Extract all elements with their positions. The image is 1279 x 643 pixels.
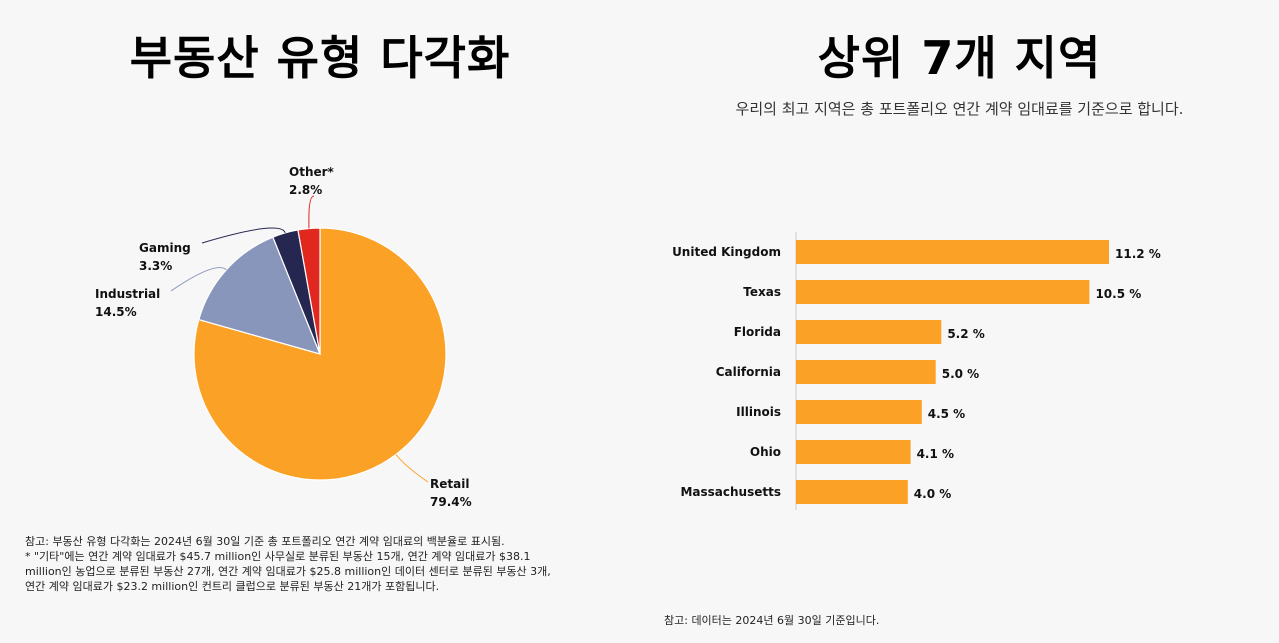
note-line: million인 농업으로 분류된 부동산 27개, 연간 계약 임대료가 $2…	[25, 565, 551, 578]
bar-label-ohio: Ohio	[750, 445, 781, 459]
bar-label-illinois: Illinois	[736, 405, 781, 419]
top-regions-note: 참고: 데이터는 2024년 6월 30일 기준입니다.	[664, 614, 880, 627]
pie-label-gaming: Gaming	[139, 241, 191, 255]
bar-value-massachusetts: 4.0 %	[914, 487, 951, 501]
bar-label-california: California	[716, 365, 781, 379]
bar-value-illinois: 4.5 %	[928, 407, 965, 421]
property-type-panel: 부동산 유형 다각화 Retail 79.4% Industrial 14.5% Gam…	[25, 31, 625, 594]
bar-value-texas: 10.5 %	[1095, 287, 1141, 301]
bar-massachusetts	[796, 480, 908, 504]
bar-label-texas: Texas	[743, 285, 781, 299]
top-regions-bar-chart: United Kingdom 11.2 % Texas 10.5 % Florida 5.…	[672, 232, 1161, 510]
bar-illinois	[796, 400, 922, 424]
pie-label-industrial: Industrial	[95, 287, 160, 301]
bar-united-kingdom	[796, 240, 1109, 264]
pie-value-gaming: 3.3%	[139, 259, 172, 273]
note-line: 연간 계약 임대료가 $23.2 million인 컨트리 클럽으로 분류된 부…	[25, 580, 440, 593]
bar-value-united-kingdom: 11.2 %	[1115, 247, 1161, 261]
pie-value-retail: 79.4%	[430, 495, 472, 509]
note-line: 참고: 부동산 유형 다각화는 2024년 6월 30일 기준 총 포트폴리오 …	[25, 535, 505, 548]
pie-label-retail: Retail	[430, 477, 469, 491]
property-type-title: 부동산 유형 다각화	[129, 31, 511, 85]
top-regions-title: 상위 7개 지역	[817, 31, 1102, 85]
bar-texas	[796, 280, 1090, 304]
pie-value-industrial: 14.5%	[95, 305, 137, 319]
top-regions-panel: 상위 7개 지역 우리의 최고 지역은 총 포트폴리오 연간 계약 임대료를 기…	[640, 0, 1279, 643]
leader-line-gaming	[201, 227, 286, 244]
bar-label-united-kingdom: United Kingdom	[672, 245, 781, 259]
bar-california	[796, 360, 936, 384]
pie-value-other: 2.8%	[289, 183, 322, 197]
property-type-pie-chart: Retail 79.4% Industrial 14.5% Gaming 3.3% Othe…	[95, 165, 472, 509]
note-line: * "기타"에는 연간 계약 임대료가 $45.7 million인 사무실로 …	[25, 550, 531, 563]
pie-slice-industrial	[198, 236, 322, 355]
bar-ohio	[796, 440, 911, 464]
bar-label-florida: Florida	[734, 325, 781, 339]
top-regions-subtitle: 우리의 최고 지역은 총 포트폴리오 연간 계약 임대료를 기준으로 합니다.	[735, 100, 1184, 118]
bar-value-california: 5.0 %	[942, 367, 979, 381]
pie-label-other: Other*	[289, 165, 335, 179]
leader-line-industrial	[170, 267, 227, 292]
bar-label-massachusetts: Massachusetts	[680, 485, 781, 499]
bar-value-florida: 5.2 %	[947, 327, 984, 341]
property-type-note: 참고: 부동산 유형 다각화는 2024년 6월 30일 기준 총 포트폴리오 …	[25, 534, 625, 594]
bar-florida	[796, 320, 942, 344]
leader-line-other	[308, 195, 315, 229]
bar-value-ohio: 4.1 %	[917, 447, 954, 461]
leader-line-retail	[395, 454, 429, 483]
